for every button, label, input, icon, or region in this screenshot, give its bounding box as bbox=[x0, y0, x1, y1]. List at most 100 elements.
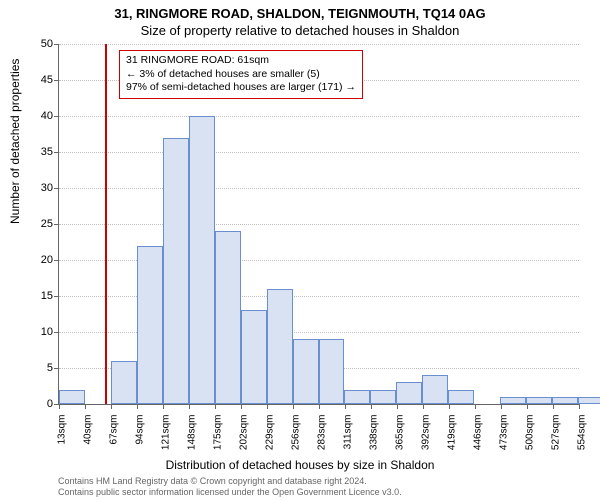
x-tick-mark bbox=[527, 404, 528, 409]
x-axis-label: Distribution of detached houses by size … bbox=[0, 458, 600, 472]
x-tick-label: 527sqm bbox=[551, 415, 562, 465]
x-tick-label: 148sqm bbox=[186, 415, 197, 465]
y-tick-label: 5 bbox=[23, 362, 53, 374]
x-tick-label: 40sqm bbox=[82, 415, 93, 465]
x-tick-mark bbox=[345, 404, 346, 409]
annotation-line1: 31 RINGMORE ROAD: 61sqm bbox=[126, 54, 356, 68]
reference-line bbox=[105, 44, 107, 404]
x-tick-mark bbox=[475, 404, 476, 409]
y-tick-label: 10 bbox=[23, 326, 53, 338]
title-line1: 31, RINGMORE ROAD, SHALDON, TEIGNMOUTH, … bbox=[0, 0, 600, 21]
histogram-bar bbox=[111, 361, 137, 404]
x-tick-mark bbox=[111, 404, 112, 409]
y-tick-label: 45 bbox=[23, 74, 53, 86]
x-tick-mark bbox=[163, 404, 164, 409]
x-tick-mark bbox=[85, 404, 86, 409]
x-tick-label: 94sqm bbox=[134, 415, 145, 465]
x-tick-label: 256sqm bbox=[290, 415, 301, 465]
x-tick-label: 473sqm bbox=[499, 415, 510, 465]
histogram-bar bbox=[578, 397, 600, 404]
x-tick-mark bbox=[137, 404, 138, 409]
grid-line bbox=[59, 224, 579, 225]
y-tick-label: 15 bbox=[23, 290, 53, 302]
y-tick-label: 35 bbox=[23, 146, 53, 158]
y-tick-label: 30 bbox=[23, 182, 53, 194]
histogram-bar bbox=[500, 397, 526, 404]
footer-line1: Contains HM Land Registry data © Crown c… bbox=[58, 476, 402, 487]
histogram-bar bbox=[59, 390, 85, 404]
histogram-bar bbox=[267, 289, 293, 404]
x-tick-label: 365sqm bbox=[395, 415, 406, 465]
x-tick-label: 311sqm bbox=[343, 415, 354, 465]
y-tick-mark bbox=[54, 224, 59, 225]
x-tick-label: 67sqm bbox=[108, 415, 119, 465]
y-tick-label: 20 bbox=[23, 254, 53, 266]
x-tick-label: 202sqm bbox=[238, 415, 249, 465]
grid-line bbox=[59, 44, 579, 45]
footer-line2: Contains public sector information licen… bbox=[58, 487, 402, 498]
x-tick-label: 283sqm bbox=[316, 415, 327, 465]
histogram-bar bbox=[344, 390, 370, 404]
histogram-plot: 0510152025303540455013sqm40sqm67sqm94sqm… bbox=[58, 44, 578, 404]
x-tick-mark bbox=[59, 404, 60, 409]
title-line2: Size of property relative to detached ho… bbox=[0, 21, 600, 38]
histogram-bar bbox=[293, 339, 319, 404]
x-tick-label: 500sqm bbox=[525, 415, 536, 465]
x-tick-mark bbox=[371, 404, 372, 409]
y-tick-mark bbox=[54, 152, 59, 153]
x-tick-label: 13sqm bbox=[57, 415, 68, 465]
grid-line bbox=[59, 152, 579, 153]
annotation-line3: 97% of semi-detached houses are larger (… bbox=[126, 81, 356, 95]
histogram-bar bbox=[215, 231, 241, 404]
y-tick-mark bbox=[54, 332, 59, 333]
x-tick-label: 121sqm bbox=[160, 415, 171, 465]
y-tick-mark bbox=[54, 44, 59, 45]
x-tick-label: 419sqm bbox=[447, 415, 458, 465]
y-tick-mark bbox=[54, 80, 59, 81]
x-tick-label: 338sqm bbox=[369, 415, 380, 465]
y-tick-label: 40 bbox=[23, 110, 53, 122]
x-tick-mark bbox=[293, 404, 294, 409]
histogram-bar bbox=[552, 397, 578, 404]
grid-line bbox=[59, 188, 579, 189]
x-tick-label: 175sqm bbox=[212, 415, 223, 465]
y-tick-label: 25 bbox=[23, 218, 53, 230]
histogram-bar bbox=[163, 138, 189, 404]
x-tick-mark bbox=[397, 404, 398, 409]
y-axis-label: Number of detached properties bbox=[8, 59, 22, 224]
x-tick-mark bbox=[241, 404, 242, 409]
x-tick-mark bbox=[267, 404, 268, 409]
grid-line bbox=[59, 116, 579, 117]
histogram-bar bbox=[448, 390, 474, 404]
histogram-bar bbox=[396, 382, 422, 404]
x-tick-mark bbox=[189, 404, 190, 409]
x-tick-mark bbox=[215, 404, 216, 409]
x-tick-mark bbox=[449, 404, 450, 409]
x-tick-mark bbox=[553, 404, 554, 409]
x-tick-label: 446sqm bbox=[473, 415, 484, 465]
histogram-bar bbox=[526, 397, 552, 404]
x-tick-label: 392sqm bbox=[421, 415, 432, 465]
y-tick-mark bbox=[54, 188, 59, 189]
x-tick-label: 229sqm bbox=[264, 415, 275, 465]
annotation-box: 31 RINGMORE ROAD: 61sqm← 3% of detached … bbox=[119, 50, 363, 99]
histogram-bar bbox=[189, 116, 215, 404]
y-tick-mark bbox=[54, 116, 59, 117]
histogram-bar bbox=[241, 310, 267, 404]
y-tick-label: 0 bbox=[23, 398, 53, 410]
histogram-bar bbox=[370, 390, 396, 404]
y-tick-mark bbox=[54, 296, 59, 297]
histogram-bar bbox=[422, 375, 448, 404]
y-tick-mark bbox=[54, 368, 59, 369]
x-tick-mark bbox=[423, 404, 424, 409]
x-tick-mark bbox=[579, 404, 580, 409]
x-tick-mark bbox=[501, 404, 502, 409]
y-tick-mark bbox=[54, 260, 59, 261]
y-tick-label: 50 bbox=[23, 38, 53, 50]
histogram-bar bbox=[137, 246, 163, 404]
x-tick-mark bbox=[319, 404, 320, 409]
annotation-line2: ← 3% of detached houses are smaller (5) bbox=[126, 68, 356, 82]
footer: Contains HM Land Registry data © Crown c… bbox=[58, 476, 402, 498]
x-tick-label: 554sqm bbox=[577, 415, 588, 465]
histogram-bar bbox=[319, 339, 345, 404]
